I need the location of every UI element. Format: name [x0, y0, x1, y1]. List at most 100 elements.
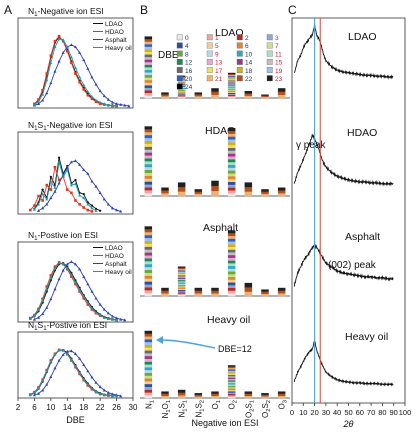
data-point [78, 193, 82, 197]
data-point [102, 392, 106, 396]
bar-segment [144, 246, 153, 250]
data-point [106, 103, 110, 107]
bar-segment [227, 95, 236, 98]
bar-segment [144, 347, 153, 351]
bar-segment [144, 56, 153, 60]
data-point [49, 274, 53, 277]
bar-segment [144, 240, 153, 244]
bar-segment [227, 72, 236, 75]
legend-label: Heavy oil [105, 269, 132, 276]
bar-segment [144, 389, 153, 393]
bar-segment [227, 153, 236, 157]
bar-segment [144, 62, 153, 65]
bar-segment [144, 38, 153, 42]
plot-frame-a [17, 241, 134, 323]
data-point [45, 197, 49, 201]
bar-segment [227, 81, 236, 83]
bar-segment [177, 291, 186, 293]
legend-swatch [176, 42, 183, 49]
bar-segment [177, 96, 186, 98]
data-point [49, 81, 53, 85]
data-point [69, 357, 73, 361]
data-point [49, 276, 53, 280]
bar-segment [144, 249, 153, 253]
data-point [115, 394, 119, 398]
xrd-trace [293, 340, 394, 387]
bar-segment [227, 91, 236, 93]
x-tick-label: 0 [290, 408, 294, 417]
data-point [65, 267, 69, 271]
bar-segment [194, 287, 203, 291]
data-point [82, 196, 86, 200]
bar-segment [227, 367, 236, 370]
data-point [41, 297, 44, 301]
bar-segment [194, 396, 203, 399]
x-tick-label: 70 [367, 408, 375, 417]
legend-swatch [176, 34, 183, 41]
bar-segment [227, 84, 236, 86]
bar-segment [227, 235, 236, 239]
legend-swatch [206, 58, 213, 65]
bar-segment [227, 181, 236, 185]
bar-segment [261, 393, 269, 395]
bar-segment [227, 241, 236, 245]
bar-segment [227, 190, 236, 194]
legend-swatch [176, 67, 183, 73]
bar-segment [227, 230, 236, 234]
data-point [86, 303, 90, 306]
legend-swatch [206, 67, 213, 73]
bar-segment [144, 87, 153, 91]
legend-value: 6 [245, 43, 249, 50]
legend-swatch [266, 50, 273, 57]
legend-label: Asphalt [105, 261, 127, 268]
bar-segment [177, 286, 186, 288]
series-line [30, 262, 117, 321]
bar-segment [144, 54, 153, 58]
data-point [115, 104, 119, 108]
bar-segment [161, 187, 169, 191]
bar-segment [144, 67, 153, 70]
bar-segment [227, 282, 236, 286]
bar-segment [244, 186, 253, 192]
plot-frame-c [291, 17, 406, 404]
legend-swatch [176, 83, 183, 90]
bar-segment [227, 167, 236, 171]
bar-segment [144, 181, 153, 185]
data-point [57, 160, 61, 164]
bar-segment [144, 85, 153, 88]
legend-value: 15 [275, 60, 283, 67]
data-point [90, 206, 94, 210]
data-point [74, 352, 77, 355]
bar-segment [177, 94, 186, 96]
data-point [98, 89, 102, 93]
bar-segment [144, 353, 153, 357]
legend-swatch [236, 34, 243, 41]
data-point [53, 265, 57, 268]
bar-segment [227, 128, 236, 132]
data-point [86, 93, 90, 97]
bar-segment [227, 136, 236, 140]
x-tick-label: 2 [16, 403, 21, 412]
data-point [90, 95, 94, 98]
data-point [32, 317, 36, 321]
panel-letter-c: C [288, 3, 297, 17]
data-point [102, 94, 106, 98]
legend-swatch [266, 67, 273, 73]
data-point [94, 296, 98, 300]
legend-value: 14 [245, 60, 253, 67]
bar-segment [144, 275, 153, 279]
data-point [69, 183, 73, 187]
bar-segment [144, 287, 153, 291]
bar-segment [261, 394, 269, 397]
bar-segment [177, 287, 186, 289]
bar-segment [194, 193, 203, 197]
bar-segment [194, 92, 203, 95]
data-point [65, 45, 69, 49]
bar-segment [227, 96, 236, 99]
data-point [98, 191, 102, 194]
data-point [53, 287, 57, 291]
data-point [61, 261, 65, 265]
bar-segment [227, 381, 236, 384]
data-point [123, 103, 127, 107]
bar-segment [227, 77, 236, 79]
